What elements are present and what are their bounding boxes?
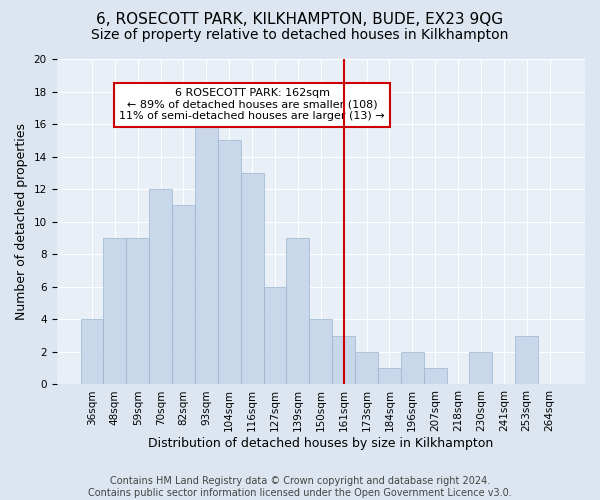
Bar: [515, 336, 538, 384]
Bar: [332, 336, 355, 384]
Text: 6, ROSECOTT PARK, KILKHAMPTON, BUDE, EX23 9QG: 6, ROSECOTT PARK, KILKHAMPTON, BUDE, EX2…: [97, 12, 503, 28]
Bar: [286, 238, 310, 384]
Text: Size of property relative to detached houses in Kilkhampton: Size of property relative to detached ho…: [91, 28, 509, 42]
Bar: [401, 352, 424, 384]
Bar: [195, 124, 218, 384]
Bar: [127, 238, 149, 384]
Bar: [310, 320, 332, 384]
Y-axis label: Number of detached properties: Number of detached properties: [15, 123, 28, 320]
Bar: [355, 352, 378, 384]
Bar: [424, 368, 446, 384]
Bar: [149, 189, 172, 384]
Bar: [469, 352, 493, 384]
Text: 6 ROSECOTT PARK: 162sqm
← 89% of detached houses are smaller (108)
11% of semi-d: 6 ROSECOTT PARK: 162sqm ← 89% of detache…: [119, 88, 385, 122]
Bar: [80, 320, 103, 384]
Text: Contains HM Land Registry data © Crown copyright and database right 2024.
Contai: Contains HM Land Registry data © Crown c…: [88, 476, 512, 498]
Bar: [172, 206, 195, 384]
Bar: [218, 140, 241, 384]
Bar: [263, 287, 286, 384]
X-axis label: Distribution of detached houses by size in Kilkhampton: Distribution of detached houses by size …: [148, 437, 493, 450]
Bar: [241, 173, 263, 384]
Bar: [103, 238, 127, 384]
Bar: [378, 368, 401, 384]
